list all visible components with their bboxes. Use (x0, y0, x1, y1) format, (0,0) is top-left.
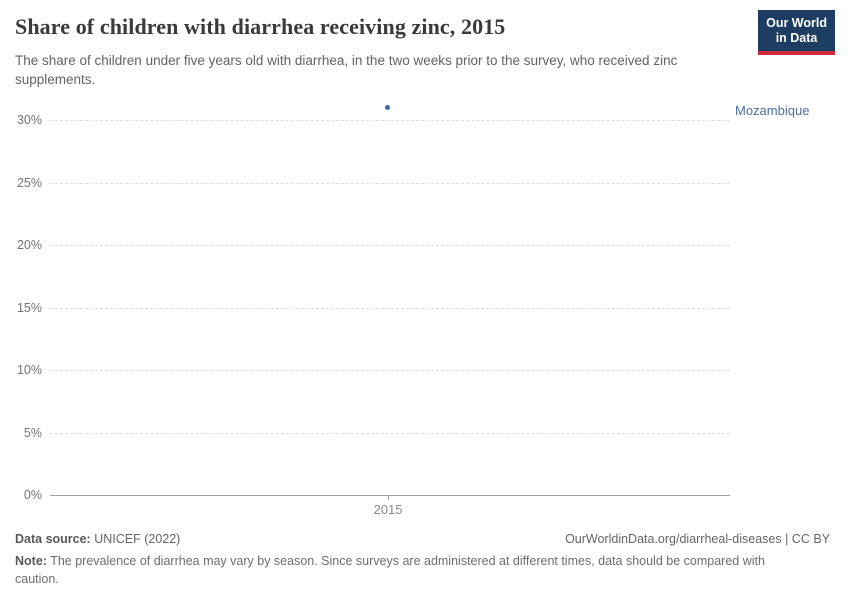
gridline (50, 370, 730, 371)
y-tick-label: 25% (16, 176, 42, 190)
footer-note: Note: The prevalence of diarrhea may var… (15, 553, 790, 588)
y-tick-label: 5% (23, 426, 42, 440)
owid-logo[interactable]: Our World in Data (758, 10, 835, 55)
gridline (50, 245, 730, 246)
y-tick-label: 0% (23, 488, 42, 502)
gridline (50, 308, 730, 309)
y-tick-label: 30% (16, 113, 42, 127)
footer-attribution-row: Data source: UNICEF (2022) OurWorldinDat… (15, 532, 830, 546)
data-point-mozambique[interactable] (385, 105, 390, 110)
gridline (50, 183, 730, 184)
owid-citation-link[interactable]: OurWorldinData.org/diarrheal-diseases | … (565, 532, 830, 546)
note-label: Note: (15, 554, 47, 568)
x-tick-mark-2015 (388, 495, 389, 500)
chart-subtitle: The share of children under five years o… (15, 53, 678, 87)
note-value: The prevalence of diarrhea may vary by s… (15, 554, 765, 586)
data-source-text: Data source: UNICEF (2022) (15, 532, 180, 546)
data-source-value: UNICEF (2022) (90, 532, 181, 546)
x-tick-label-2015: 2015 (373, 502, 403, 517)
owid-logo-line1: Our World (766, 16, 827, 30)
axis-line (50, 495, 730, 496)
gridline (50, 433, 730, 434)
page-title: Share of children with diarrhea receivin… (15, 14, 506, 39)
gridline (50, 120, 730, 121)
y-tick-label: 10% (16, 363, 42, 377)
y-tick-label: 20% (16, 238, 42, 252)
owid-logo-line2: in Data (775, 31, 818, 45)
y-tick-label: 15% (16, 301, 42, 315)
data-source-label: Data source: (15, 532, 91, 546)
entity-label-mozambique[interactable]: Mozambique (735, 103, 810, 118)
